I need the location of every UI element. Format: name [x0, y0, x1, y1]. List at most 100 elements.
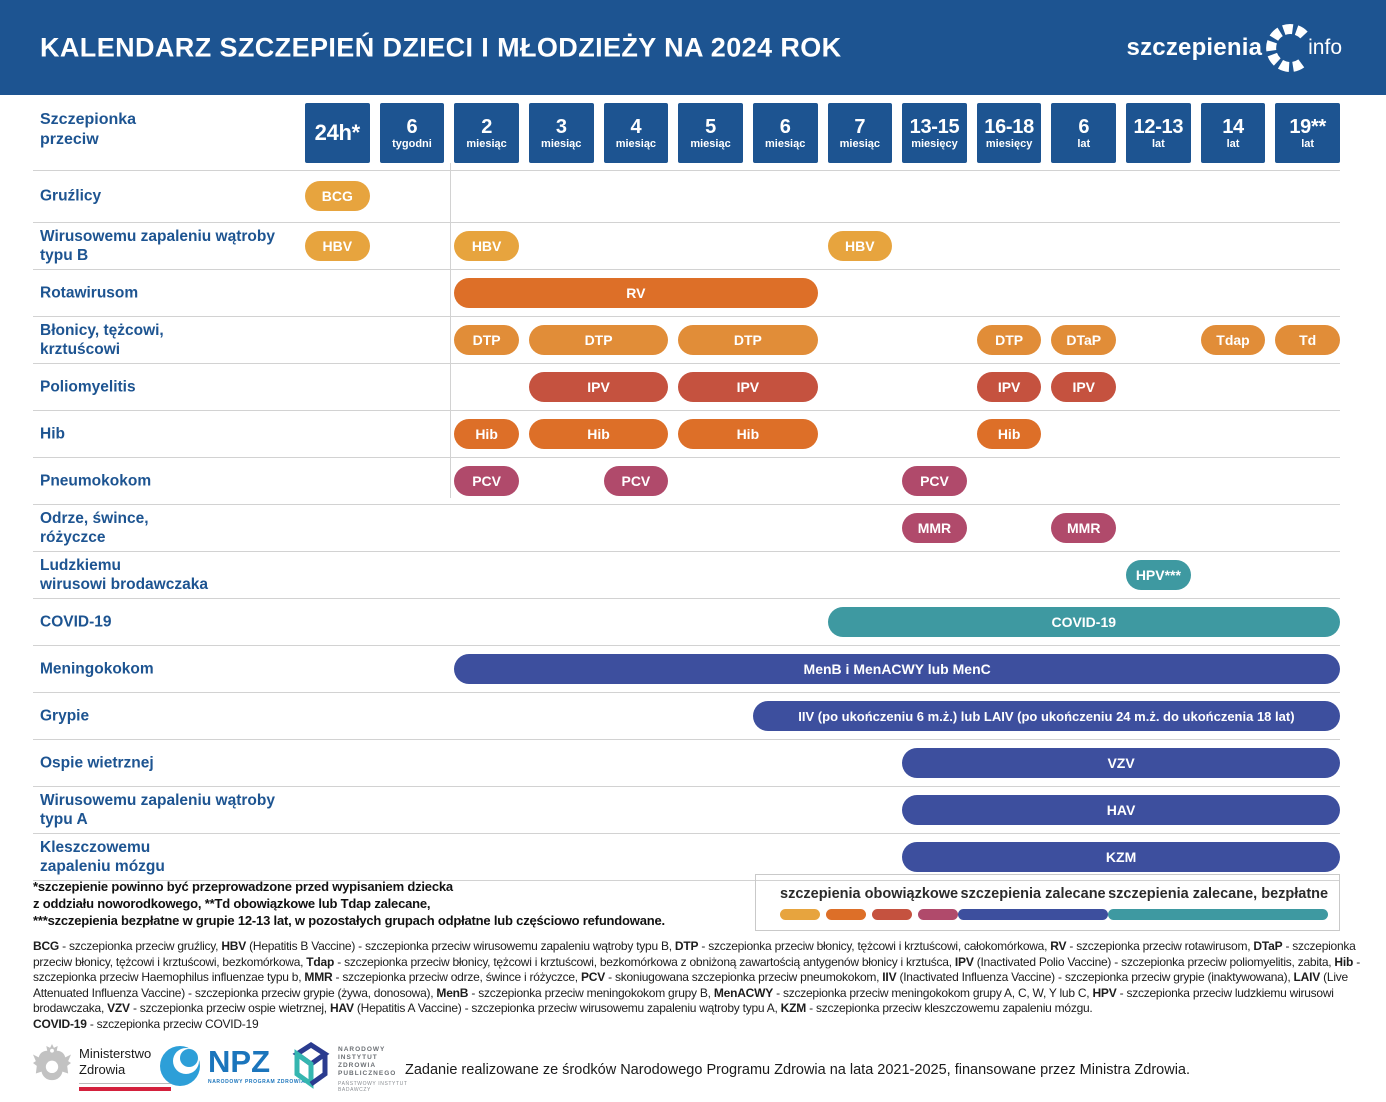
vaccine-pill: HBV	[827, 231, 893, 261]
vaccine-pill: Hib	[528, 419, 669, 449]
nizp-sub-line: BADAWCZY	[338, 1087, 371, 1093]
vaccine-row-grid: VZV	[305, 740, 1340, 786]
vaccine-row: Ludzkiemu wirusowi brodawczaka HPV***	[33, 552, 1340, 599]
vaccine-row: Wirusowemu zapaleniu wątroby typu B HBV HBV…	[33, 223, 1340, 270]
footnote-line: *szczepienie powinno być przeprowadzone …	[33, 879, 453, 894]
vaccine-row-label-line: typu A	[40, 811, 88, 828]
vaccine-row: Błonicy, tężcowi, krztuścowi DTP DTP DTP DTP D…	[33, 317, 1340, 364]
legend-group: szczepienia obowiązkowe	[780, 886, 958, 920]
footnote-line: z oddziału noworodkowego, **Td obowiązko…	[33, 896, 431, 911]
vaccine-pill: PCV	[603, 466, 669, 496]
legend-swatch	[958, 908, 1109, 920]
nizp-subtitle-lines: PAŃSTWOWY INSTYTUT BADAWCZY	[338, 1081, 408, 1093]
legend-swatches	[1108, 908, 1329, 920]
age-column-value: 24h*	[314, 120, 361, 145]
vaccine-pill: PCV	[454, 466, 519, 496]
vaccine-row-label: Wirusowemu zapaleniu wątroby typu B	[40, 227, 275, 265]
vaccine-row-label-line: wirusowi brodawczaka	[40, 576, 208, 593]
age-column-header: 13-15 miesięcy	[902, 103, 967, 163]
nizp-line: ZDROWIA	[338, 1062, 377, 1069]
vaccine-row: COVID-19 COVID-19	[33, 599, 1340, 646]
vaccine-row-label-line: Wirusowemu zapaleniu wątroby	[40, 228, 275, 245]
age-column-header: 7 miesiąc	[827, 103, 893, 163]
vaccine-row-grid: KZM	[305, 834, 1340, 880]
vaccine-pill: MenB i MenACWY lub MenC	[454, 654, 1340, 684]
vaccine-row: Meningokokom MenB i MenACWY lub MenC	[33, 646, 1340, 693]
grid-left-header: Szczepionka przeciw	[40, 110, 136, 150]
age-column-value: 4	[630, 116, 642, 138]
vaccine-row: Kleszczowemu zapaleniu mózgu KZM	[33, 834, 1340, 881]
vaccine-row-grid: MMR MMR	[305, 505, 1340, 551]
vaccine-row-grid: HAV	[305, 787, 1340, 833]
age-column-value: 5	[705, 116, 716, 138]
footer: Ministerstwo Zdrowia NPZ NARODOWY PROGRA…	[0, 1038, 1386, 1102]
vaccine-row-label-line: typu B	[40, 247, 89, 264]
ministerstwo-zdrowia-logo: Ministerstwo Zdrowia	[33, 1042, 171, 1091]
legend-swatch	[780, 908, 821, 920]
vaccine-pill: IPV	[1051, 372, 1117, 402]
age-column-unit: lat	[1077, 138, 1091, 150]
age-column-header: 2 miesiąc	[454, 103, 519, 163]
vaccine-row-label: Pneumokokom	[40, 472, 151, 491]
nizp-sub-line: PAŃSTWOWY INSTYTUT	[338, 1081, 408, 1087]
vaccine-pill: Tdap	[1200, 325, 1266, 355]
npz-circle-icon	[160, 1046, 200, 1086]
vaccine-pill: KZM	[902, 842, 1340, 872]
abbreviation-last-line: COVID-19 - szczepionka przeciw COVID-19	[33, 1016, 259, 1031]
column-headers: 24h* 6 tygodni 2 miesiąc 3 miesiąc 4 miesiąc 5 mie…	[305, 103, 1340, 163]
vaccine-row-label: Kleszczowemu zapaleniu mózgu	[40, 838, 165, 876]
vaccine-row-label: Wirusowemu zapaleniu wątroby typu A	[40, 791, 275, 829]
legend-swatch	[1108, 908, 1329, 920]
vaccine-row-label-line: zapaleniu mózgu	[40, 858, 165, 875]
age-column-unit: miesięcy	[911, 138, 958, 150]
legend-label: szczepienia obowiązkowe	[780, 885, 959, 902]
age-column-header: 24h*	[305, 103, 370, 163]
legend-swatches	[780, 908, 959, 920]
age-column-value: 6	[406, 116, 418, 138]
vaccine-pill: BCG	[305, 181, 370, 211]
mz-label: Ministerstwo Zdrowia	[79, 1046, 152, 1077]
grid-vertical-divider	[450, 163, 451, 498]
age-column-value: 7	[854, 116, 866, 138]
vaccine-row: Rotawirusom RV	[33, 270, 1340, 317]
vaccine-row-label-line: Rotawirusom	[40, 284, 139, 302]
vaccine-row-label: Hib	[40, 425, 65, 444]
legend-swatch	[826, 908, 867, 920]
vaccine-row-grid: BCG	[305, 170, 1340, 222]
age-column-unit: miesiąc	[466, 138, 507, 150]
age-column-unit: lat	[1226, 138, 1240, 150]
vaccine-row-label: Grypie	[40, 707, 89, 726]
legend-swatches	[958, 908, 1109, 920]
vaccine-row-label: Rotawirusom	[40, 284, 138, 303]
vaccine-row-label-line: Ospie wietrznej	[40, 754, 154, 772]
vaccine-row-label-line: Poliomyelitis	[40, 378, 136, 396]
age-column-header: 3 miesiąc	[528, 103, 594, 163]
pzh-monogram-icon	[292, 1042, 330, 1089]
age-column-unit: miesiąc	[839, 138, 880, 150]
age-column-value: 6	[1078, 116, 1090, 138]
vaccine-row-label-line: Pneumokokom	[40, 472, 152, 490]
legend-swatch	[918, 908, 959, 920]
vaccine-row-label: Meningokokom	[40, 660, 154, 679]
vaccine-row-label-line: Błonicy, tężcowi,	[40, 322, 164, 339]
segmented-ring-icon	[1266, 23, 1308, 72]
vaccine-row-label-line: różyczce	[40, 529, 106, 546]
vaccine-row: Hib Hib Hib Hib Hib	[33, 411, 1340, 458]
legend-box: szczepienia obowiązkowe szczepienia zalec…	[755, 874, 1340, 931]
vaccine-row-label-line: Gruźlicy	[40, 187, 102, 205]
vaccine-row-label: COVID-19	[40, 613, 112, 632]
footnote-line: ***szczepienia bezpłatne w grupie 12-13 …	[33, 913, 665, 928]
page-title: KALENDARZ SZCZEPIEŃ DZIECI I MŁODZIEŻY N…	[40, 32, 842, 62]
age-column-unit: tygodni	[392, 138, 432, 150]
vaccine-row-grid: COVID-19	[305, 599, 1340, 645]
vaccine-pill: HAV	[902, 795, 1340, 825]
age-column-header: 6 tygodni	[379, 103, 445, 163]
age-column-value: 16-18	[984, 116, 1034, 138]
vaccine-pill: IPV	[678, 372, 818, 402]
vaccine-row: Pneumokokom PCV PCV PCV	[33, 458, 1340, 505]
vaccine-row-label-line: Meningokokom	[40, 660, 154, 678]
age-column-header: 19** lat	[1275, 103, 1340, 163]
vaccine-row-grid: HPV***	[305, 552, 1340, 598]
vaccine-row-grid: RV	[305, 270, 1340, 316]
age-column-header: 6 lat	[1051, 103, 1117, 163]
